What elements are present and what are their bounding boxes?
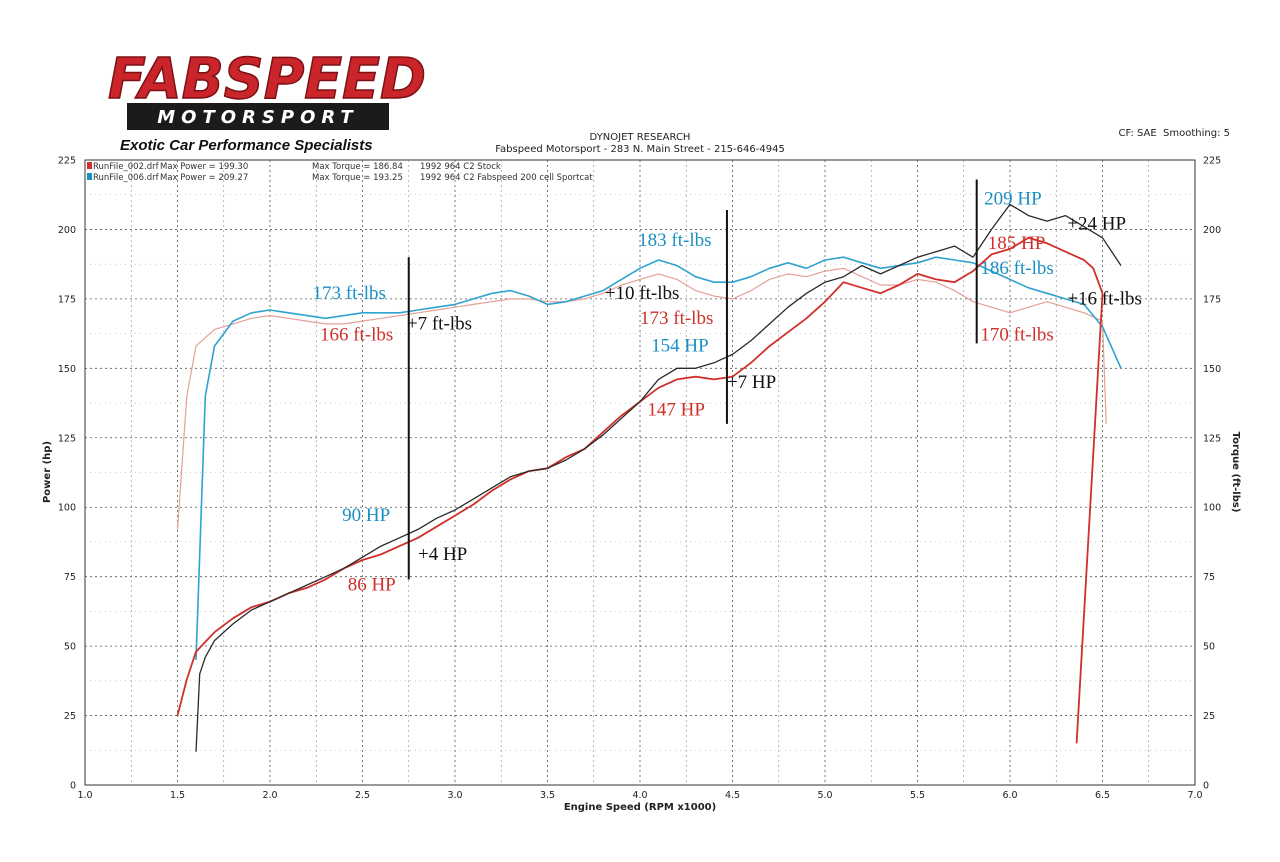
legend-file-stock: RunFile_002.drf [93,162,160,172]
legend-desc-stock: 1992 964 C2 Stock [420,162,501,172]
y-tick-label-left: 100 [58,503,76,514]
y-tick-label-left: 225 [58,156,76,167]
legend-swatch-stock [87,162,92,169]
x-tick-label: 6.0 [1002,790,1017,801]
y-tick-label-right: 200 [1203,225,1221,236]
y-tick-label-right: 150 [1203,364,1221,375]
y-tick-label-left: 0 [70,781,76,792]
y-axis-label-right: Torque (ft-lbs) [1230,432,1241,513]
legend-desc-fabspeed: 1992 964 C2 Fabspeed 200 cell Sportcat [420,173,593,183]
x-tick-label: 1.0 [77,790,92,801]
annotation-label: 183 ft-lbs [638,230,711,251]
annotation-label: 186 ft-lbs [980,258,1053,279]
y-tick-label-left: 175 [58,294,76,305]
legend-swatch-fabspeed [87,173,92,180]
annotation-label: 86 HP [348,575,396,596]
x-tick-label: 6.5 [1095,790,1110,801]
x-tick-label: 3.5 [540,790,555,801]
y-axis-label-left: Power (hp) [42,441,53,503]
x-tick-label: 4.0 [632,790,647,801]
y-tick-label-left: 50 [64,642,76,653]
y-tick-label-left: 125 [58,433,76,444]
x-tick-label: 1.5 [170,790,185,801]
y-tick-label-left: 150 [58,364,76,375]
legend-power-stock: Max Power = 199.30 [160,162,248,172]
annotation-label: +24 HP [1067,213,1126,234]
dyno-title: DYNOJET RESEARCH [590,132,691,143]
x-tick-label: 4.5 [725,790,740,801]
series-line-stock_torque [176,267,1107,530]
y-tick-label-left: 75 [64,572,76,583]
x-axis-label: Engine Speed (RPM x1000) [564,802,716,813]
y-tick-label-right: 75 [1203,572,1215,583]
annotation-label: +10 ft-lbs [605,283,680,304]
y-tick-label-right: 225 [1203,156,1221,167]
series-line-fab_power [195,203,1122,752]
x-tick-label: 5.0 [817,790,832,801]
annotation-label: 147 HP [647,400,705,421]
annotations: 173 ft-lbs 166 ft-lbs +7 ft-lbs 90 HP 86 HP +… [313,188,1142,595]
y-tick-label-left: 200 [58,225,76,236]
logo-tagline: Exotic Car Performance Specialists [120,137,373,154]
y-tick-label-right: 175 [1203,294,1221,305]
annotation-label: 173 ft-lbs [313,283,386,304]
annotation-label: +16 ft-lbs [1067,288,1142,309]
logo-bar [127,103,389,130]
axis-ticks: 1.0 1.5 2.0 2.5 3.0 3.5 4.0 4.5 5.0 5.5 6.0 6.5 7.00… [58,156,1221,802]
annotation-label: 170 ft-lbs [980,325,1053,346]
y-tick-label-right: 125 [1203,433,1221,444]
x-tick-label: 3.0 [447,790,462,801]
legend: RunFile_002.drf Max Power = 199.30 Max T… [87,162,593,183]
grid-lines [85,160,1195,785]
x-tick-label: 2.5 [355,790,370,801]
series-line-fab_torque [195,256,1122,661]
dyno-subtitle: Fabspeed Motorsport - 283 N. Main Street… [495,144,785,155]
legend-torque-stock: Max Torque = 186.84 [312,162,403,172]
y-tick-label-right: 0 [1203,781,1209,792]
x-tick-label: 5.5 [910,790,925,801]
annotation-label: +4 HP [418,544,467,565]
y-tick-label-left: 25 [64,711,76,722]
legend-torque-fabspeed: Max Torque = 193.25 [312,173,403,183]
legend-file-fabspeed: RunFile_006.drf [93,173,160,183]
annotation-label: 154 HP [651,336,709,357]
y-tick-label-right: 100 [1203,503,1221,514]
annotation-label: 166 ft-lbs [320,325,393,346]
annotation-label: 173 ft-lbs [640,308,713,329]
x-tick-label: 2.0 [262,790,277,801]
annotation-label: +7 HP [727,372,776,393]
y-tick-label-right: 50 [1203,642,1215,653]
logo-sub: MOTORSPORT [157,107,358,128]
x-tick-label: 7.0 [1187,790,1202,801]
annotation-label: 185 HP [988,233,1046,254]
annotation-label: 90 HP [342,505,390,526]
annotation-label: +7 ft-lbs [407,313,472,334]
fabspeed-logo: FABSPEED MOTORSPORT Exotic Car Performan… [107,46,427,154]
annotation-label: 209 HP [984,188,1042,209]
legend-power-fabspeed: Max Power = 209.27 [160,173,248,183]
dyno-settings: CF: SAE Smoothing: 5 [1118,128,1230,139]
delta-markers [407,179,978,580]
logo-brand: FABSPEED [108,47,426,112]
y-tick-label-right: 25 [1203,711,1215,722]
